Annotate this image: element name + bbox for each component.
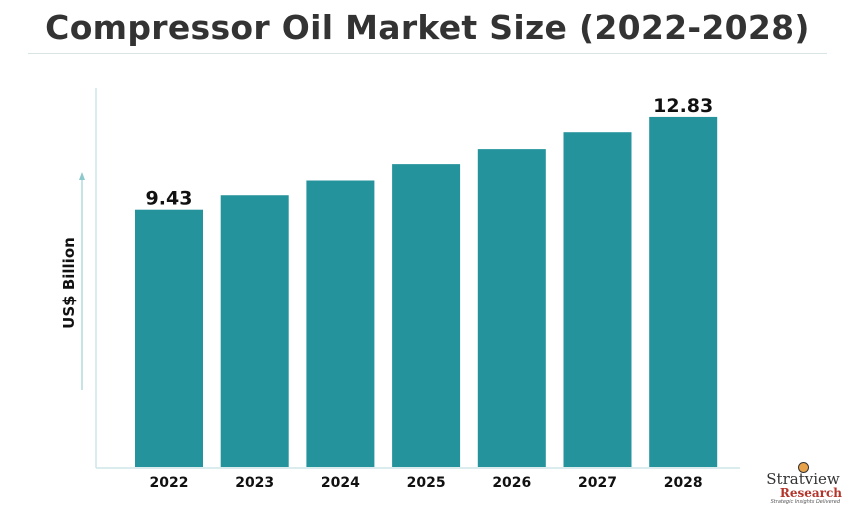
bar-2025 xyxy=(392,164,461,467)
bar-2027 xyxy=(563,132,632,467)
y-axis-label: US$ Billion xyxy=(60,237,78,329)
logo-sub: Research xyxy=(779,486,842,500)
arrow-head-icon xyxy=(79,172,85,180)
bar-2028 xyxy=(649,116,718,467)
x-tick-label: 2025 xyxy=(407,475,446,491)
title-divider xyxy=(28,53,827,54)
stratview-logo: Stratview Research Strategic Insights De… xyxy=(758,462,848,506)
data-label-2022: 9.43 xyxy=(146,188,193,210)
data-label-2028: 12.83 xyxy=(653,95,713,117)
x-tick-label: 2027 xyxy=(578,475,617,491)
bar-2022 xyxy=(135,209,203,467)
x-tick-label: 2024 xyxy=(321,475,360,491)
x-tick-label: 2022 xyxy=(150,475,189,491)
logo-globe-icon xyxy=(798,462,809,473)
logo-tagline: Strategic Insights Delivered xyxy=(770,499,840,505)
x-tick-label: 2028 xyxy=(664,475,703,491)
logo-name: Stratview xyxy=(766,470,840,488)
x-tick-label: 2026 xyxy=(492,475,531,491)
chart-title: Compressor Oil Market Size (2022-2028) xyxy=(45,8,810,47)
x-tick-label: 2023 xyxy=(235,475,274,491)
bar-2023 xyxy=(220,195,289,467)
bar-2024 xyxy=(306,180,375,467)
bar-2026 xyxy=(477,149,546,467)
